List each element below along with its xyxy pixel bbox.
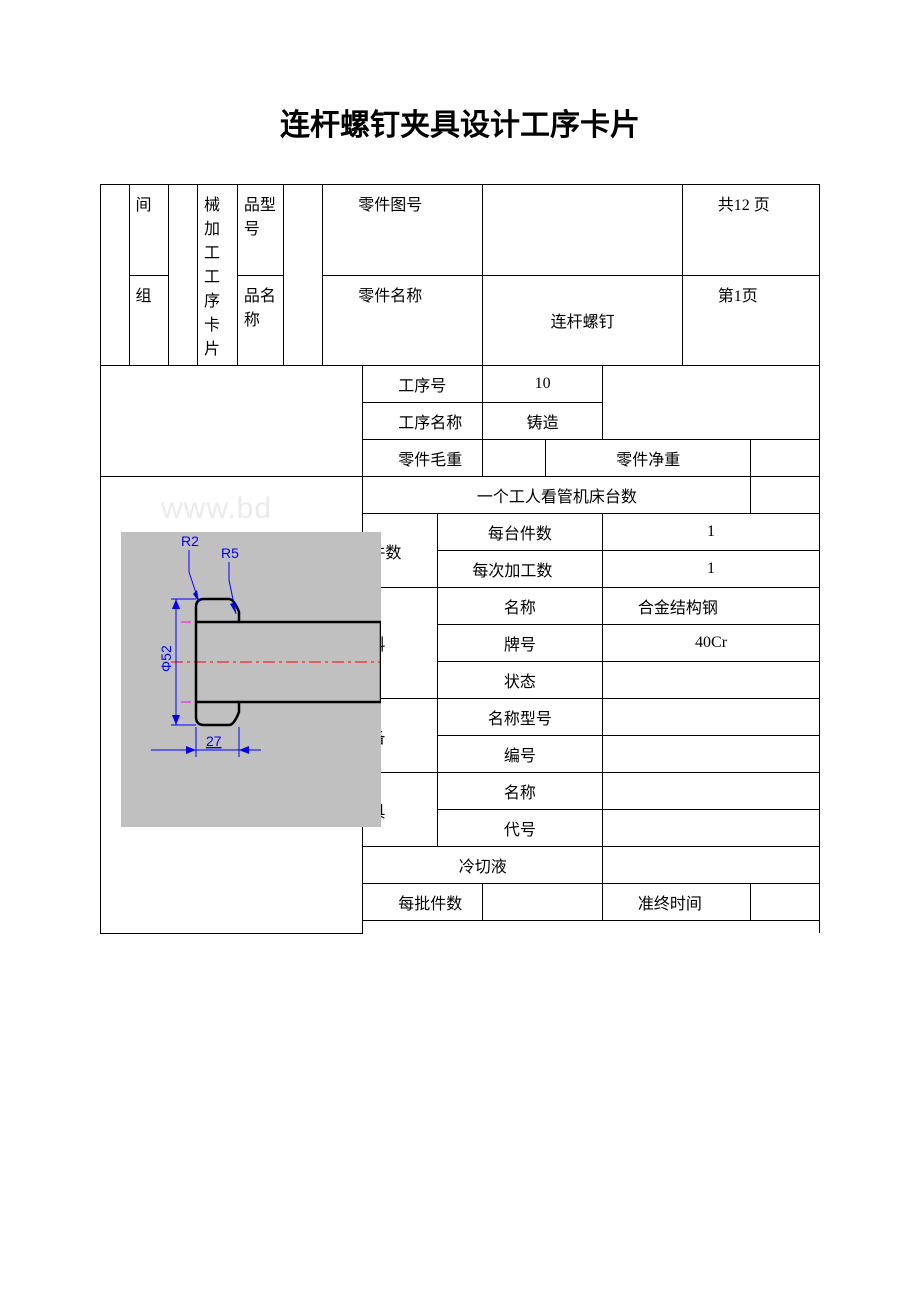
dim-r2: R2 bbox=[181, 533, 199, 549]
mat-state-value bbox=[603, 662, 820, 699]
workers-value bbox=[751, 477, 820, 514]
per-process-value: 1 bbox=[603, 551, 820, 588]
hdr-c8r1 bbox=[483, 185, 683, 276]
batch-value bbox=[483, 884, 603, 921]
equip-no-value bbox=[603, 736, 820, 773]
prep-time-value bbox=[751, 884, 820, 921]
hdr-c5r1: 品型号 bbox=[237, 185, 283, 276]
gross-value bbox=[483, 440, 546, 477]
hdr-c9r2: 第1页 bbox=[682, 275, 819, 366]
batch-label: 每批件数 bbox=[363, 884, 483, 921]
workers-label: 一个工人看管机床台数 bbox=[363, 477, 751, 514]
hdr-c7r2: 零件名称 bbox=[323, 275, 483, 366]
hdr-c2r1: 间 bbox=[129, 185, 169, 276]
dim-phi52: Φ52 bbox=[158, 645, 174, 672]
page-title: 连杆螺钉夹具设计工序卡片 bbox=[100, 100, 820, 144]
proc-no-value: 10 bbox=[483, 366, 603, 403]
hdr-c6 bbox=[283, 185, 323, 366]
mat-name-value: 合金结构钢 bbox=[603, 588, 820, 625]
hdr-c9r1: 共12 页 bbox=[682, 185, 819, 276]
mat-grade-label: 牌号 bbox=[437, 625, 602, 662]
hdr-c5r2: 品名称 bbox=[237, 275, 283, 366]
equip-name-value bbox=[603, 699, 820, 736]
mat-name-label: 名称 bbox=[437, 588, 602, 625]
coolant-value bbox=[603, 847, 820, 884]
gross-label: 零件毛重 bbox=[363, 440, 483, 477]
proc-right-blank bbox=[603, 366, 820, 440]
tail-blank bbox=[363, 921, 820, 934]
coolant-label: 冷切液 bbox=[363, 847, 603, 884]
per-machine-value: 1 bbox=[603, 514, 820, 551]
hdr-c2r2: 组 bbox=[129, 275, 169, 366]
hdr-c8r2: 连杆螺钉 bbox=[483, 275, 683, 366]
hdr-c3 bbox=[169, 185, 198, 366]
per-process-label: 每次加工数 bbox=[437, 551, 602, 588]
mat-state-label: 状态 bbox=[437, 662, 602, 699]
tool-code-value bbox=[603, 810, 820, 847]
equip-name-label: 名称型号 bbox=[437, 699, 602, 736]
blank-upper bbox=[101, 366, 363, 477]
hdr-c4: 械加工工序卡片 bbox=[197, 185, 237, 366]
part-drawing: R2 R5 Φ52 bbox=[121, 532, 381, 827]
proc-name-value: 铸造 bbox=[483, 403, 603, 440]
equip-no-label: 编号 bbox=[437, 736, 602, 773]
per-machine-label: 每台件数 bbox=[437, 514, 602, 551]
prep-time-label: 准终时间 bbox=[603, 884, 751, 921]
tool-name-value bbox=[603, 773, 820, 810]
net-label: 零件净重 bbox=[546, 440, 751, 477]
diagram-cell: www.bd x.com bbox=[101, 477, 363, 934]
hdr-c7r1: 零件图号 bbox=[323, 185, 483, 276]
hdr-c1 bbox=[101, 185, 130, 366]
tool-code-label: 代号 bbox=[437, 810, 602, 847]
dim-27: 27 bbox=[206, 733, 222, 749]
proc-no-label: 工序号 bbox=[363, 366, 483, 403]
proc-name-label: 工序名称 bbox=[363, 403, 483, 440]
process-card-table: 间 械加工工序卡片 品型号 零件图号 共12 页 组 品名称 零件名称 连杆螺钉… bbox=[100, 184, 820, 934]
mat-grade-value: 40Cr bbox=[603, 625, 820, 662]
tool-name-label: 名称 bbox=[437, 773, 602, 810]
dim-r5: R5 bbox=[221, 545, 239, 561]
net-value bbox=[751, 440, 820, 477]
